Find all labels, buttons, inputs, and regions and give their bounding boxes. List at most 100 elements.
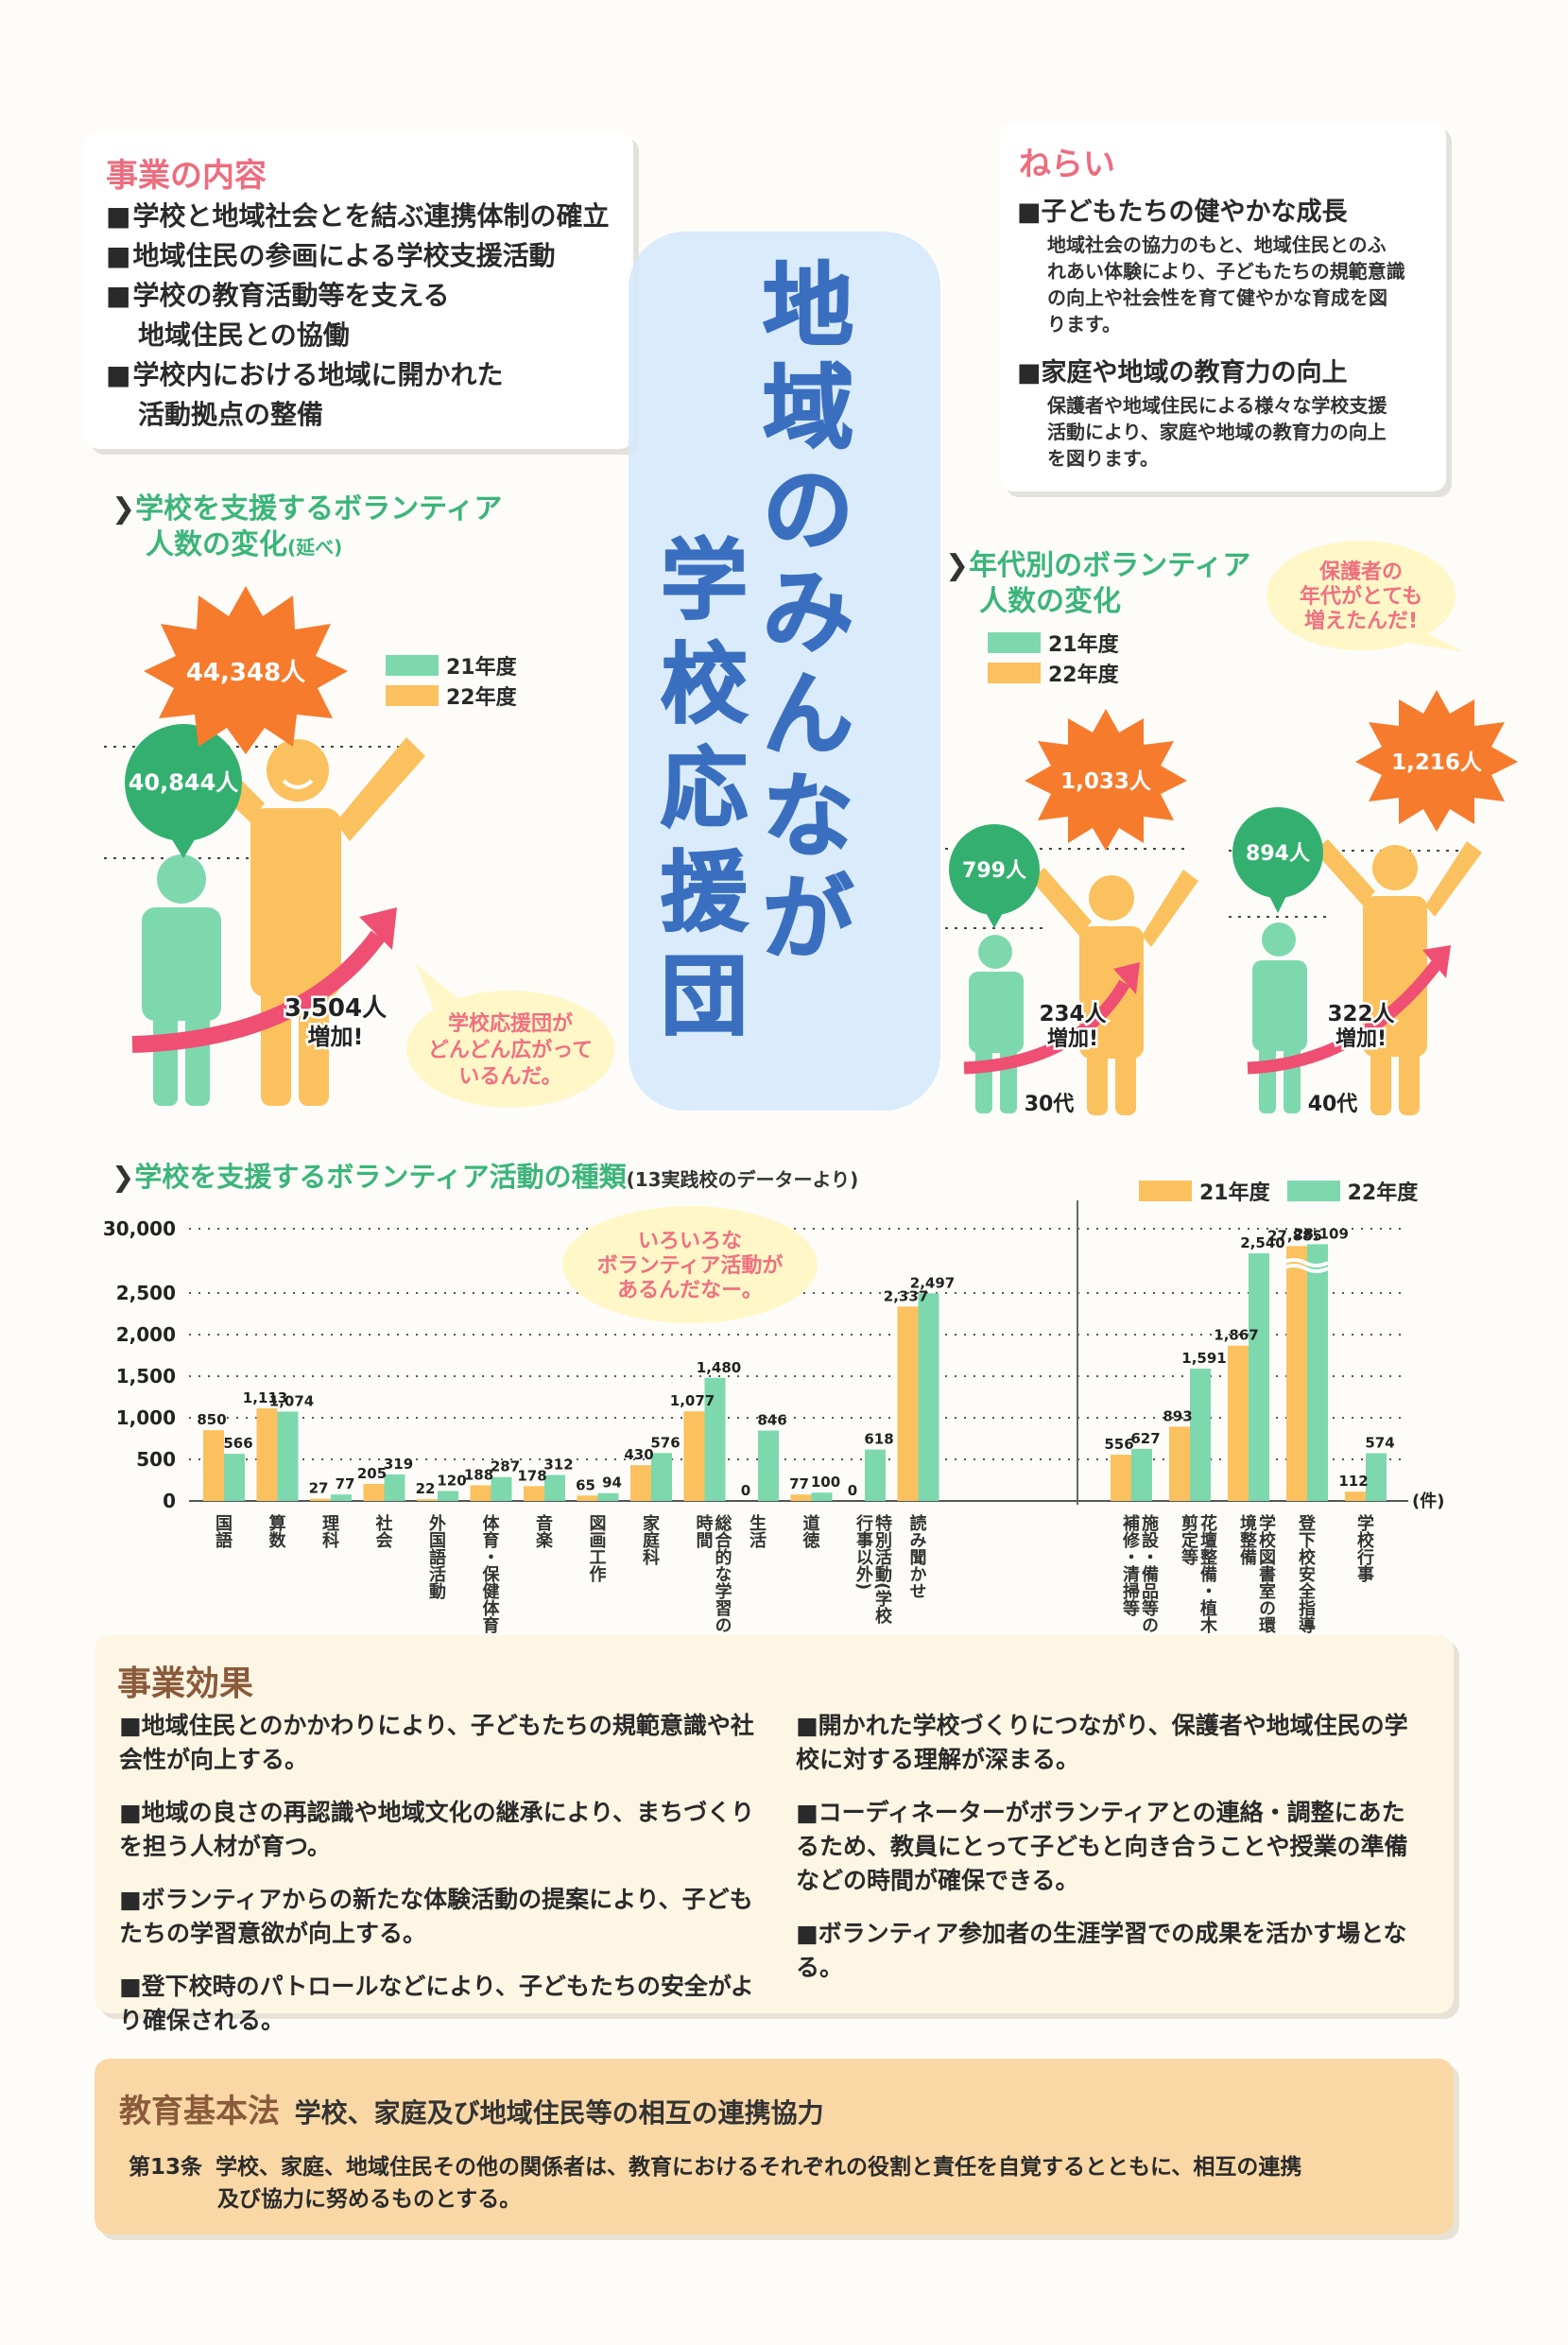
effect-item: コーディネーターがボランティアとの連絡・調整にあたるため、教員にとって子どもと向… [796,1796,1427,1898]
legend-swatch-22 [988,663,1041,683]
y-tick-label: 500 [136,1448,176,1471]
title-char: が [762,866,854,972]
svg-text:学校応援団が: 学校応援団が [448,1011,573,1036]
bar-value-label: 77 [789,1475,809,1492]
bar-21 [256,1408,278,1501]
svg-text:あるんだなー。: あるんだなー。 [617,1279,763,1302]
age-group-30: 799人 1,033人 234人 増加! 30代 [949,709,1198,1116]
increase-label: 増加! [1335,1026,1387,1051]
effect-item: 登下校時のパトロールなどにより、子どもたちの安全がより確保される。 [119,1970,762,2038]
x-category-label: 学校図書室の環境整備 [1237,1514,1276,1633]
increase-label: 234人 [1039,1002,1107,1026]
x-category-label: 算数 [266,1514,286,1548]
effect-item: 地域住民とのかかわりにより、子どもたちの規範意識や社会性が向上する。 [119,1709,762,1777]
bar-21 [310,1498,331,1501]
title-char: 援 [660,841,749,944]
content-card: 事業の内容 学校と地域社会とを結ぶ連携体制の確立 地域住民の参画による学校支援活… [85,132,633,449]
y-tick-label: 1,500 [116,1365,176,1388]
value-21-bubble: 40,844人 [125,724,242,858]
bar-22 [918,1293,939,1501]
bar-value-label: 100 [811,1474,840,1491]
bar-21 [790,1494,812,1501]
bar-value-label: 0 [848,1482,857,1499]
speech-bubble: 学校応援団が どんどん広がって いるんだ。 [406,964,614,1108]
chevron-right-icon: ❯ [112,1161,135,1193]
bar-21 [1345,1491,1366,1501]
svg-text:40,844人: 40,844人 [129,769,239,796]
bar-value-label: 22 [416,1480,436,1497]
bar-22 [544,1474,565,1501]
aims-heading: ねらい [1019,146,1115,183]
bar-value-label: 2,497 [910,1274,955,1291]
axis-break-mark [1282,1258,1329,1267]
bar-value-label: 2,540 [1240,1234,1284,1251]
bar-value-label: 430 [624,1446,653,1463]
bar-value-label: 1,074 [269,1392,314,1409]
x-category-label: 国語 [213,1514,233,1548]
aims-item1-body: 地域社会の協力のもと、地域住民とのふ れあい体験により、子どもたちの規範意識 の… [1047,233,1405,336]
increase-label: 322人 [1327,1002,1395,1026]
bar-21 [683,1411,705,1501]
unit-label: (件) [1412,1491,1444,1511]
svg-text:どんどん広がって: どんどん広がって [428,1038,593,1062]
legend-swatch-21 [1139,1181,1192,1201]
bar-value-label: 556 [1104,1436,1133,1453]
y-tick-label: 30,000 [103,1217,176,1240]
bar-value-label: 27 [309,1480,329,1497]
aims-card: ねらい ■子どもたちの健やかな成長 地域社会の協力のもと、地域住民とのふ れあい… [1000,123,1446,491]
effects-card: 事業効果 地域住民とのかかわりにより、子どもたちの規範意識や社会性が向上する。 … [95,1635,1454,2034]
title-char: の [762,457,854,563]
bar-22 [384,1474,405,1501]
bar-22 [811,1492,833,1501]
axis-break-mark [1282,1264,1329,1273]
bar-value-label: 94 [602,1474,622,1491]
title-char: な [762,764,854,870]
bar-21 [470,1485,491,1501]
x-category-label: 体育・保健体育 [479,1514,500,1633]
content-item: 地域住民の参画による学校支援活動 [106,236,609,276]
person-21-figure [142,854,221,1106]
bar-22 [331,1494,352,1501]
bar-21 [363,1483,385,1501]
activity-chart: 30,000 2,500 2,000 1,500 1,000 500 0 (件) 850 566 1… [103,1200,1444,1512]
bar-value-label: 178 [517,1467,546,1484]
effect-item: 地域の良さの再認識や地域文化の継承により、まちづくりを担う人材が育つ。 [119,1796,762,1864]
bar-value-label: 120 [437,1472,466,1489]
bar-value-label: 566 [223,1435,252,1452]
bar-value-label: 1,867 [1214,1327,1258,1344]
main-title-col1: 地 域 の み ん な が [747,254,870,972]
svg-text:いろいろな: いろいろな [638,1230,742,1253]
title-char: 応 [660,737,749,840]
content-item: 学校の教育活動等を支える [106,276,609,316]
arrow-head [1113,962,1140,994]
aims-item2-body: 保護者や地域住民による様々な学校支援 活動により、家庭や地域の教育力の向上 を図… [1047,394,1387,470]
volunteer-age-figure: 保護者の 年代がとても 増えたんだ! 799人 1,033人 234人 増加! … [945,541,1518,1116]
title-char: ん [762,662,854,767]
legend-swatch-21 [386,655,439,676]
effects-right: 開かれた学校づくりにつながり、保護者や地域住民の学校に対する理解が深まる。 コー… [796,1709,1427,2004]
bar-22 [491,1476,512,1501]
legend-swatch-22 [1286,1181,1340,1201]
activity-chart-legend: 21年度 22年度 [1139,1176,1418,1206]
effect-item: ボランティアからの新たな体験活動の提案により、子どもたちの学習意欲が向上する。 [119,1883,762,1951]
main-title-bg [629,232,940,1111]
svg-text:799人: 799人 [962,859,1026,883]
bar-21 [524,1486,544,1501]
x-category-label: 施設・備品等の補修・清掃等 [1120,1514,1159,1633]
content-item: 学校内における地域に開かれた [106,355,609,395]
bar-21 [417,1499,438,1501]
increase-arrow-icon [131,930,386,1053]
x-category-label: 外国語活動 [426,1514,446,1599]
bar-22 [597,1492,619,1501]
aims-item1-title: ■子どもたちの健やかな成長 [1017,198,1348,227]
volunteer-total-title: ❯学校を支援するボランティア 人数の変化(延べ) [112,492,503,561]
bar-21 [1286,1246,1307,1501]
bar-value-label: 2,337 [884,1287,928,1304]
increase-label: 3,504人 [284,994,387,1023]
bar-value-label: 28,109 [1294,1225,1349,1242]
x-category-label: 音楽 [533,1514,553,1548]
volunteer-total-figure: 40,844人 44,348人 3,504人 増加! 学校応援団が どんどん広が… [104,586,614,1108]
bar-21 [1228,1345,1249,1501]
speech-bubble: 保護者の 年代がとても 増えたんだ! [1266,541,1465,652]
content-heading: 事業の内容 [106,157,267,195]
